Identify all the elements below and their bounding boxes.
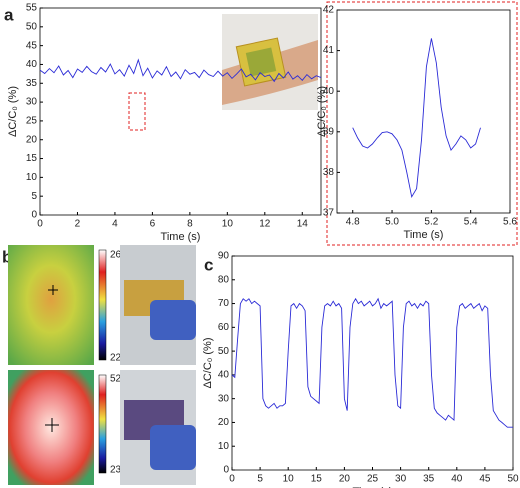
x-tick-label: 6	[150, 219, 156, 230]
x-tick-label: 5.0	[385, 217, 399, 228]
plot-frame	[39, 7, 322, 216]
x-axis-title: Time (s)	[353, 486, 393, 488]
y-tick-label: 45	[26, 40, 38, 51]
panel-label: b	[2, 247, 12, 266]
x-tick-label: 5.4	[464, 217, 478, 228]
crosshair	[48, 285, 58, 295]
x-tick-label: 14	[297, 219, 309, 230]
x-tick-label: 25	[367, 474, 379, 485]
y-tick-label: 0	[223, 465, 229, 476]
x-tick-label: 0	[37, 219, 43, 230]
y-tick-label: 35	[26, 78, 38, 89]
y-tick-label: 40	[26, 59, 38, 70]
colorbar	[98, 249, 107, 361]
y-tick-label: 25	[26, 116, 38, 127]
data-line	[231, 297, 513, 428]
photo-glove	[150, 300, 196, 340]
x-tick-label: 45	[479, 474, 491, 485]
x-tick-label: 5.6	[503, 217, 517, 228]
zoom-box	[128, 92, 146, 131]
x-tick-label: 50	[507, 474, 519, 485]
y-tick-label: 60	[218, 322, 230, 333]
y-tick-label: 80	[218, 274, 230, 285]
panel-label: c	[204, 255, 213, 274]
thermal-image	[8, 245, 94, 365]
inset-border	[326, 1, 518, 246]
y-tick-label: 10	[218, 441, 230, 452]
x-tick-label: 15	[311, 474, 323, 485]
y-tick-label: 90	[218, 251, 230, 262]
plot-frame	[336, 9, 511, 214]
x-tick-label: 30	[395, 474, 407, 485]
y-tick-label: 5	[31, 191, 37, 202]
x-tick-label: 5	[257, 474, 263, 485]
y-tick-label: 30	[218, 393, 230, 404]
x-axis-title: Time (s)	[161, 231, 201, 243]
y-axis-title: ΔC/C₀ (%)	[7, 86, 19, 137]
y-tick-label: 40	[323, 86, 335, 97]
x-tick-label: 10	[222, 219, 234, 230]
photo-sensor-core	[245, 47, 277, 77]
panel-label: a	[4, 5, 14, 24]
y-tick-label: 0	[31, 210, 37, 221]
data-line	[352, 38, 481, 199]
x-tick-label: 10	[283, 474, 295, 485]
y-axis-title: ΔC/C₀ (%)	[316, 86, 328, 137]
x-axis-title: Time (s)	[404, 229, 444, 241]
crosshair	[45, 418, 59, 432]
y-tick-label: 38	[323, 167, 335, 178]
y-tick-label: 10	[26, 172, 38, 183]
x-tick-label: 4.8	[346, 217, 360, 228]
y-tick-label: 42	[323, 5, 335, 16]
y-tick-label: 50	[218, 346, 230, 357]
y-tick-label: 20	[26, 134, 38, 145]
x-tick-label: 0	[229, 474, 235, 485]
x-tick-label: 4	[112, 219, 118, 230]
y-tick-label: 55	[26, 3, 38, 14]
colorbar	[98, 374, 107, 474]
y-tick-label: 40	[218, 370, 230, 381]
y-axis-title: ΔC/C₀ (%)	[202, 337, 214, 388]
thermal-image	[8, 370, 94, 485]
x-tick-label: 2	[75, 219, 81, 230]
y-tick-label: 37	[323, 208, 335, 219]
y-tick-label: 70	[218, 298, 230, 309]
y-tick-label: 39	[323, 126, 335, 137]
y-tick-label: 30	[26, 97, 38, 108]
x-tick-label: 35	[423, 474, 435, 485]
y-tick-label: 15	[26, 153, 38, 164]
x-tick-label: 20	[339, 474, 351, 485]
x-tick-label: 8	[187, 219, 193, 230]
photo-glove	[150, 425, 196, 470]
y-tick-label: 50	[26, 21, 38, 32]
y-tick-label: 41	[323, 45, 335, 56]
x-tick-label: 5.2	[424, 217, 438, 228]
data-line	[39, 58, 322, 83]
y-tick-label: 20	[218, 417, 230, 428]
x-tick-label: 12	[259, 219, 271, 230]
x-tick-label: 40	[451, 474, 463, 485]
plot-frame	[231, 255, 514, 471]
